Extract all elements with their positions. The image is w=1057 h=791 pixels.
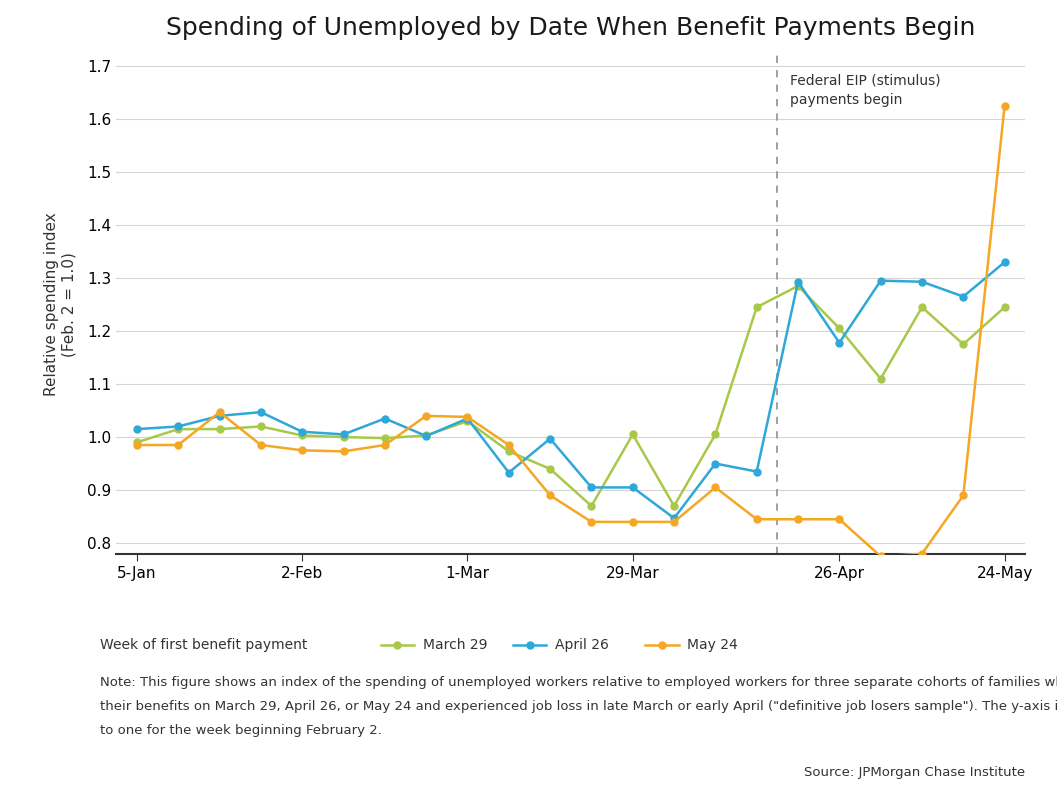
Title: Spending of Unemployed by Date When Benefit Payments Begin: Spending of Unemployed by Date When Bene… — [166, 16, 976, 40]
Text: Federal EIP (stimulus)
payments begin: Federal EIP (stimulus) payments begin — [790, 74, 941, 108]
Text: their benefits on March 29, April 26, or May 24 and experienced job loss in late: their benefits on March 29, April 26, or… — [100, 700, 1057, 713]
Text: Note: This figure shows an index of the spending of unemployed workers relative : Note: This figure shows an index of the … — [100, 676, 1057, 689]
Text: Source: JPMorgan Chase Institute: Source: JPMorgan Chase Institute — [804, 766, 1025, 779]
Y-axis label: Relative spending index
(Feb. 2 = 1.0): Relative spending index (Feb. 2 = 1.0) — [43, 213, 76, 396]
Text: April 26: April 26 — [555, 638, 609, 652]
Text: May 24: May 24 — [687, 638, 738, 652]
Text: to one for the week beginning February 2.: to one for the week beginning February 2… — [100, 724, 383, 736]
Text: Week of first benefit payment: Week of first benefit payment — [100, 638, 308, 652]
Text: March 29: March 29 — [423, 638, 487, 652]
